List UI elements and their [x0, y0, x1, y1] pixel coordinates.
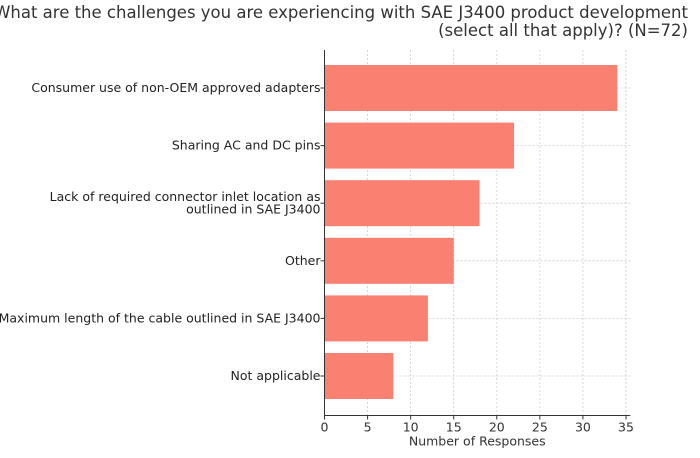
category-label: Other — [285, 253, 321, 268]
bar — [324, 122, 515, 169]
category-label: Maximum length of the cable outlined in … — [0, 310, 321, 325]
bar — [324, 295, 428, 342]
bar — [324, 65, 618, 111]
x-axis-label: Number of Responses — [409, 434, 546, 449]
x-tick-label: 35 — [618, 420, 634, 435]
chart-title-line-1: What are the challenges you are experien… — [0, 3, 688, 22]
bar — [324, 180, 480, 227]
x-tick-label: 5 — [364, 420, 372, 435]
category-label: Sharing AC and DC pins — [172, 138, 321, 153]
x-tick-label: 15 — [446, 420, 462, 435]
chart-title-line-2: (select all that apply)? (N=72) — [438, 21, 688, 40]
x-tick-label: 20 — [489, 420, 505, 435]
x-tick-label: 30 — [575, 420, 591, 435]
category-label: Lack of required connector inlet locatio… — [50, 189, 321, 204]
bar — [324, 237, 454, 284]
x-tick-label: 0 — [321, 420, 329, 435]
category-label: Consumer use of non-OEM approved adapter… — [31, 80, 320, 95]
category-label: outlined in SAE J3400 — [186, 201, 320, 216]
bar — [324, 353, 394, 399]
x-tick-label: 25 — [532, 420, 548, 435]
category-label: Not applicable — [231, 368, 321, 383]
x-tick-label: 10 — [403, 420, 419, 435]
